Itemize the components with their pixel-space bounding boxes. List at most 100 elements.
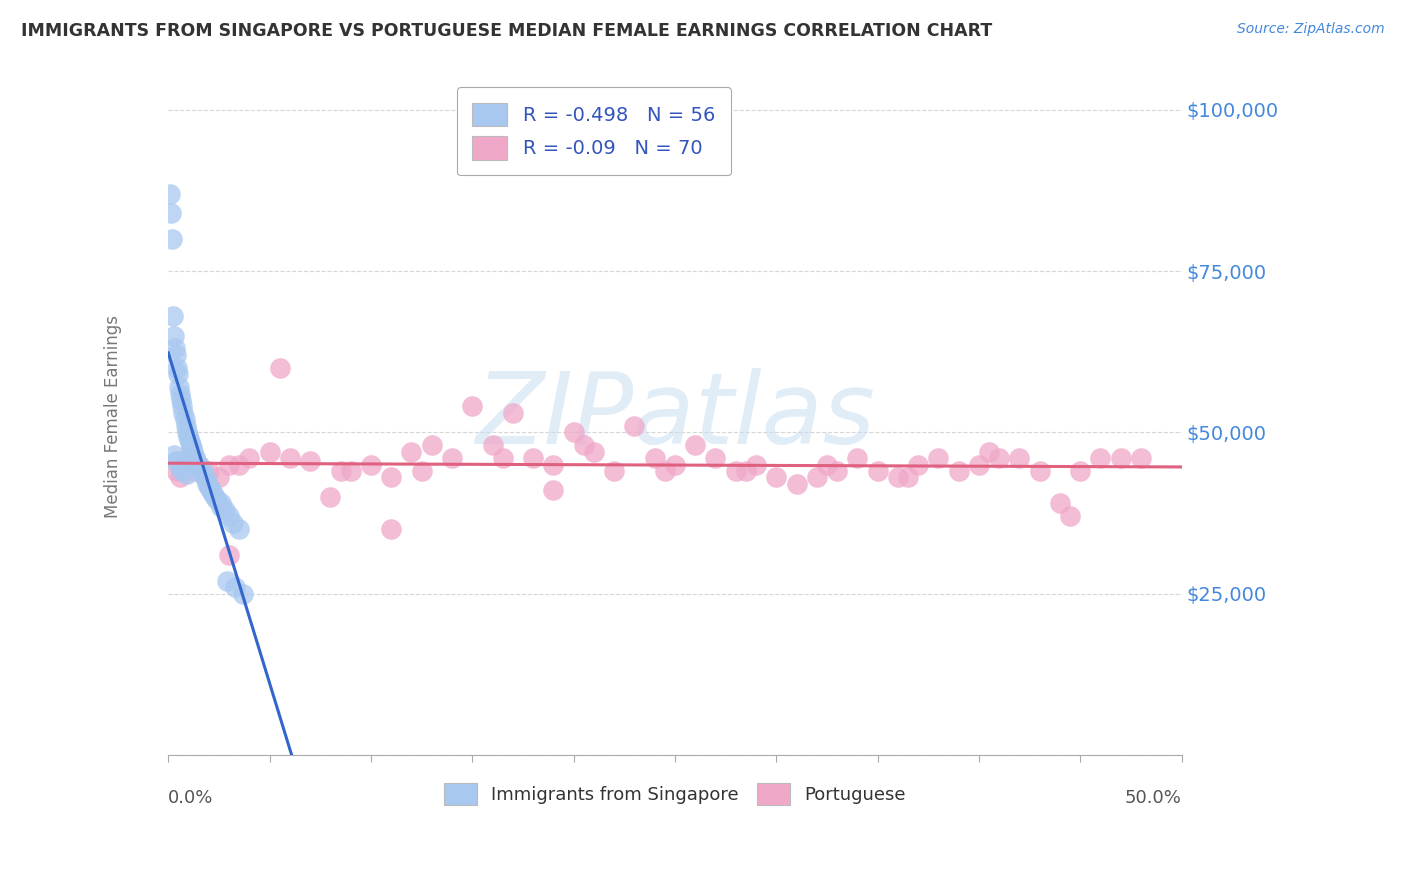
- Point: [181, 444, 204, 458]
- Point: [198, 480, 221, 494]
- Point: [198, 464, 221, 478]
- Point: [195, 474, 218, 488]
- Point: [167, 368, 190, 382]
- Point: [167, 454, 190, 468]
- Point: [582, 444, 605, 458]
- Point: [187, 458, 209, 472]
- Point: [208, 470, 231, 484]
- Point: [866, 464, 889, 478]
- Point: [170, 392, 193, 407]
- Point: [169, 386, 191, 401]
- Point: [299, 454, 322, 468]
- Point: [481, 438, 503, 452]
- Point: [173, 458, 195, 472]
- Point: [927, 451, 949, 466]
- Point: [165, 454, 187, 468]
- Point: [173, 412, 195, 426]
- Point: [191, 467, 214, 482]
- Point: [166, 360, 188, 375]
- Point: [162, 232, 184, 246]
- Point: [967, 458, 990, 472]
- Point: [163, 328, 186, 343]
- Point: [224, 580, 246, 594]
- Point: [214, 502, 236, 516]
- Point: [724, 464, 747, 478]
- Point: [187, 458, 209, 472]
- Point: [623, 418, 645, 433]
- Point: [1008, 451, 1031, 466]
- Point: [165, 464, 187, 478]
- Point: [172, 400, 194, 414]
- Point: [815, 458, 838, 472]
- Point: [683, 438, 706, 452]
- Point: [259, 444, 281, 458]
- Point: [222, 516, 245, 530]
- Point: [183, 451, 205, 466]
- Point: [205, 493, 228, 508]
- Point: [907, 458, 929, 472]
- Point: [380, 470, 402, 484]
- Point: [163, 448, 186, 462]
- Point: [977, 444, 1000, 458]
- Point: [786, 477, 808, 491]
- Point: [209, 496, 232, 510]
- Point: [1028, 464, 1050, 478]
- Point: [644, 451, 666, 466]
- Point: [195, 477, 218, 491]
- Point: [176, 428, 198, 442]
- Point: [603, 464, 626, 478]
- Point: [339, 464, 361, 478]
- Point: [238, 451, 260, 466]
- Point: [278, 451, 301, 466]
- Point: [401, 444, 423, 458]
- Text: 50.0%: 50.0%: [1125, 789, 1181, 806]
- Point: [1130, 451, 1153, 466]
- Point: [177, 451, 200, 466]
- Point: [200, 483, 222, 498]
- Point: [177, 432, 200, 446]
- Point: [1069, 464, 1091, 478]
- Point: [765, 470, 787, 484]
- Point: [806, 470, 828, 484]
- Point: [502, 406, 524, 420]
- Point: [232, 586, 254, 600]
- Text: ZIPatlas: ZIPatlas: [475, 368, 875, 465]
- Point: [948, 464, 970, 478]
- Point: [172, 464, 194, 478]
- Point: [218, 509, 240, 524]
- Point: [209, 500, 232, 514]
- Point: [846, 451, 869, 466]
- Point: [461, 400, 484, 414]
- Legend: Immigrants from Singapore, Portuguese: Immigrants from Singapore, Portuguese: [436, 773, 914, 814]
- Point: [522, 451, 544, 466]
- Point: [654, 464, 676, 478]
- Point: [215, 574, 238, 588]
- Point: [169, 380, 191, 394]
- Point: [543, 458, 565, 472]
- Point: [269, 360, 291, 375]
- Point: [562, 425, 585, 440]
- Point: [180, 442, 202, 456]
- Point: [180, 438, 202, 452]
- Point: [228, 458, 250, 472]
- Point: [360, 458, 382, 472]
- Point: [420, 438, 443, 452]
- Point: [180, 442, 202, 456]
- Point: [1109, 451, 1132, 466]
- Point: [190, 464, 212, 478]
- Point: [411, 464, 433, 478]
- Point: [165, 342, 187, 356]
- Point: [194, 470, 217, 484]
- Point: [664, 458, 686, 472]
- Point: [176, 467, 198, 482]
- Point: [191, 464, 214, 478]
- Point: [1090, 451, 1112, 466]
- Point: [194, 470, 217, 484]
- Point: [887, 470, 910, 484]
- Point: [218, 458, 240, 472]
- Text: 0.0%: 0.0%: [169, 789, 214, 806]
- Point: [1049, 496, 1071, 510]
- Point: [319, 490, 342, 504]
- Point: [169, 470, 191, 484]
- Point: [734, 464, 756, 478]
